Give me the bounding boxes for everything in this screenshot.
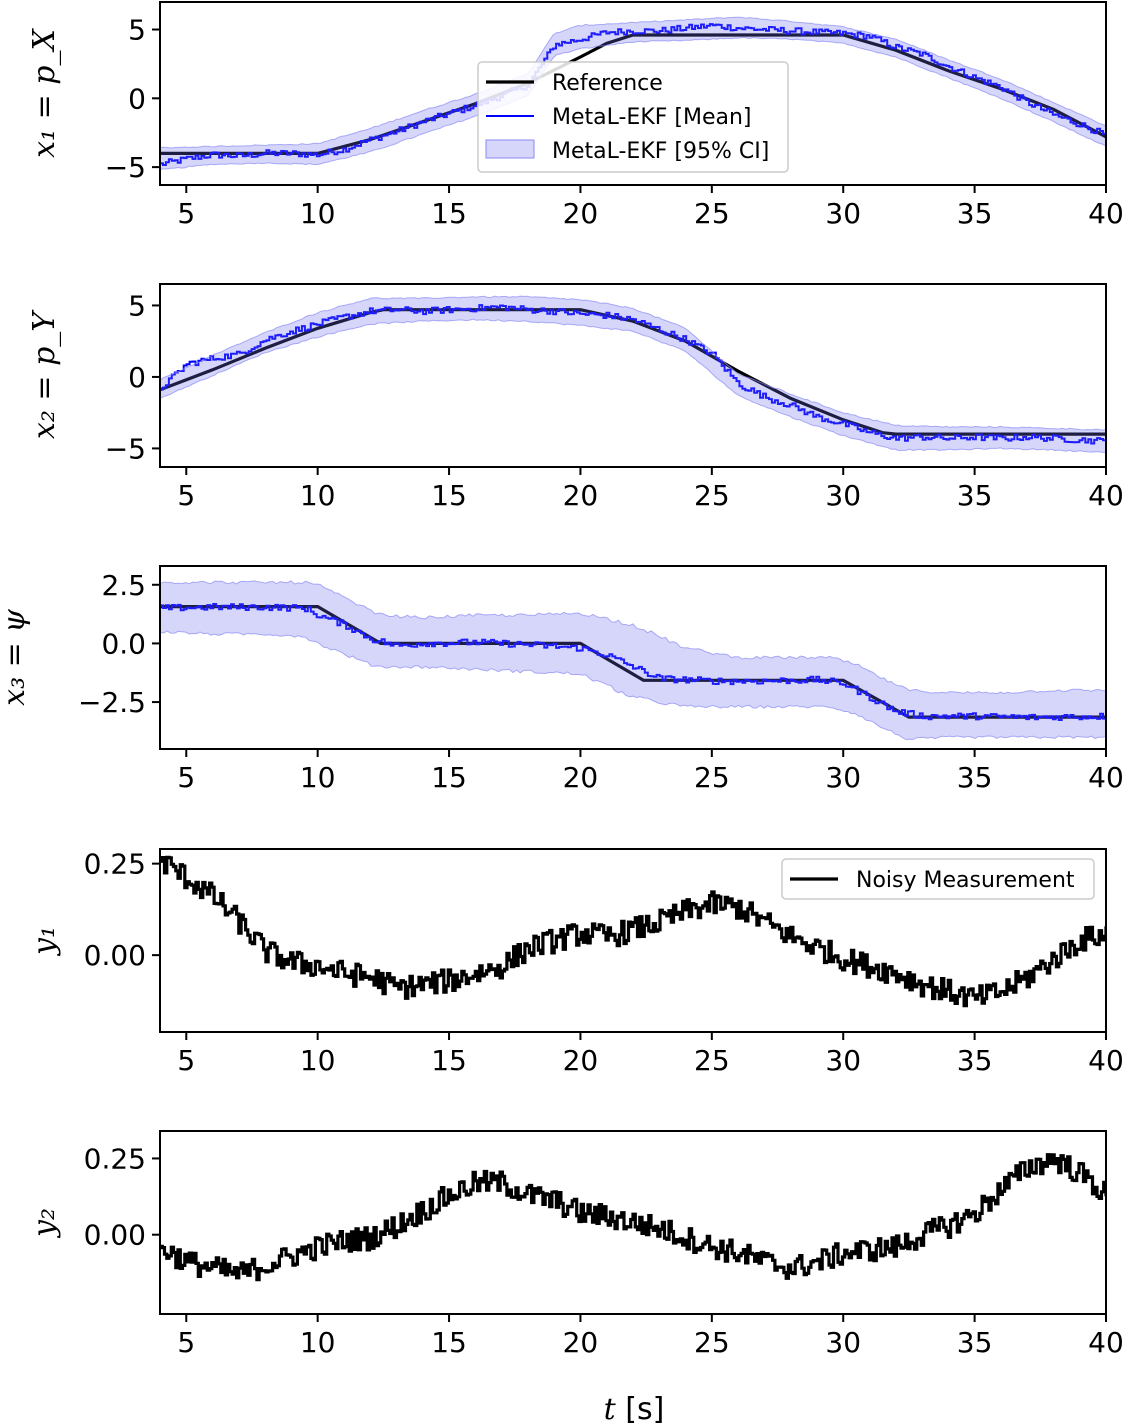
x-tick-label: 10	[300, 479, 336, 512]
x-tick-label: 15	[431, 1326, 467, 1359]
x-axis-label-var: t	[604, 1392, 617, 1427]
x-tick-label: 10	[300, 1044, 336, 1077]
x-tick-label: 30	[825, 479, 861, 512]
subplot-5: 5 10 15 20 25 30 35 40 0.00 0.25 y₂	[27, 1130, 1124, 1359]
y-tick-label: 2.5	[101, 569, 146, 602]
subplots: 5 10 15 20 25 30 35 40 −5 0 5 x₁ = p_X Reference Meta…	[0, 1, 1124, 1359]
mean-line	[160, 603, 1106, 721]
legend-label-reference: Reference	[552, 71, 663, 96]
y-axis-label: x₁ = p_X	[27, 28, 62, 158]
x-axis-label: t [s]	[604, 1392, 665, 1427]
y-tick-label: 0.25	[84, 848, 146, 881]
x-tick-label: 40	[1088, 1326, 1124, 1359]
y-tick-label: 0.00	[84, 939, 146, 972]
x-tick-label: 25	[694, 479, 730, 512]
x-tick-label: 35	[957, 479, 993, 512]
axes-frame	[159, 1130, 1107, 1315]
y-tick-label: 0.25	[84, 1142, 146, 1175]
x-tick-label: 15	[431, 761, 467, 794]
y-tick-label: 0.00	[84, 1219, 146, 1252]
x-tick-label: 25	[694, 761, 730, 794]
legend-label-mean: MetaL-EKF [Mean]	[552, 105, 752, 130]
x-tick-label: 10	[300, 1326, 336, 1359]
x-tick-label: 40	[1088, 1044, 1124, 1077]
x-tick-label: 15	[431, 479, 467, 512]
x-tick-label: 5	[177, 479, 195, 512]
mean-line	[160, 304, 1106, 445]
y-tick-label: −2.5	[78, 686, 146, 719]
y-axis-label: y₂	[27, 1208, 62, 1239]
x-tick-label: 10	[300, 761, 336, 794]
subplot-3: 5 10 15 20 25 30 35 40 −2.5 0.0 2.5 x₃ = ψ	[0, 565, 1124, 794]
x-tick-label: 5	[177, 1044, 195, 1077]
y-axis-label: x₂ = p_Y	[27, 309, 62, 439]
legend-box	[781, 858, 1095, 900]
y-tick-label: −5	[105, 432, 146, 465]
legend-swatch-ci	[485, 139, 535, 159]
subplot-4: 5 10 15 20 25 30 35 40 0.00 0.25 y₁ Noisy Measureme…	[27, 848, 1124, 1077]
x-tick-label: 30	[825, 761, 861, 794]
x-tick-label: 30	[825, 197, 861, 230]
plot-area	[160, 16, 1106, 171]
plot-area	[160, 1153, 1106, 1282]
axes-frame	[159, 1, 1107, 186]
legend-label-measurement: Noisy Measurement	[856, 868, 1075, 893]
reference-line	[160, 308, 1106, 436]
y-tick-label: 5	[128, 14, 146, 47]
subplot-2: 5 10 15 20 25 30 35 40 −5 0 5 x₂ = p_Y	[27, 283, 1124, 512]
x-tick-label: 30	[825, 1326, 861, 1359]
x-tick-label: 20	[563, 479, 599, 512]
plot-area	[160, 295, 1106, 454]
x-tick-label: 15	[431, 1044, 467, 1077]
x-tick-label: 5	[177, 197, 195, 230]
x-tick-label: 30	[825, 1044, 861, 1077]
x-tick-label: 5	[177, 761, 195, 794]
plot-area	[160, 580, 1106, 741]
y-tick-label: 0.0	[101, 627, 146, 660]
x-tick-label: 40	[1088, 479, 1124, 512]
legend-box	[477, 61, 789, 173]
mean-line	[160, 23, 1106, 166]
x-tick-label: 35	[957, 197, 993, 230]
x-tick-label: 25	[694, 1044, 730, 1077]
x-tick-label: 35	[957, 1044, 993, 1077]
axes-frame	[159, 283, 1107, 468]
y-tick-label: 5	[128, 289, 146, 322]
legend-label-ci: MetaL-EKF [95% CI]	[552, 139, 769, 164]
x-tick-label: 20	[563, 1326, 599, 1359]
x-tick-label: 20	[563, 761, 599, 794]
x-tick-label: 25	[694, 197, 730, 230]
measurement-line	[160, 855, 1106, 1008]
y-tick-label: −5	[105, 151, 146, 184]
x-tick-label: 20	[563, 1044, 599, 1077]
x-tick-label: 25	[694, 1326, 730, 1359]
plot-area	[160, 855, 1106, 1008]
x-tick-label: 5	[177, 1326, 195, 1359]
axes-frame	[159, 565, 1107, 750]
ci-band	[160, 16, 1106, 171]
y-axis-label: y₁	[27, 926, 62, 957]
x-tick-label: 35	[957, 1326, 993, 1359]
x-tick-label: 20	[563, 197, 599, 230]
subplot-1: 5 10 15 20 25 30 35 40 −5 0 5 x₁ = p_X Reference Meta…	[27, 1, 1124, 230]
x-tick-label: 15	[431, 197, 467, 230]
x-tick-label: 40	[1088, 197, 1124, 230]
x-tick-label: 35	[957, 761, 993, 794]
measurement-line	[160, 1153, 1106, 1282]
x-tick-label: 10	[300, 197, 336, 230]
ci-band	[160, 580, 1106, 741]
axes-frame	[159, 848, 1107, 1033]
y-tick-label: 0	[128, 361, 146, 394]
x-tick-label: 40	[1088, 761, 1124, 794]
ci-band	[160, 295, 1106, 454]
y-axis-label: x₃ = ψ	[0, 609, 32, 706]
y-tick-label: 0	[128, 82, 146, 115]
